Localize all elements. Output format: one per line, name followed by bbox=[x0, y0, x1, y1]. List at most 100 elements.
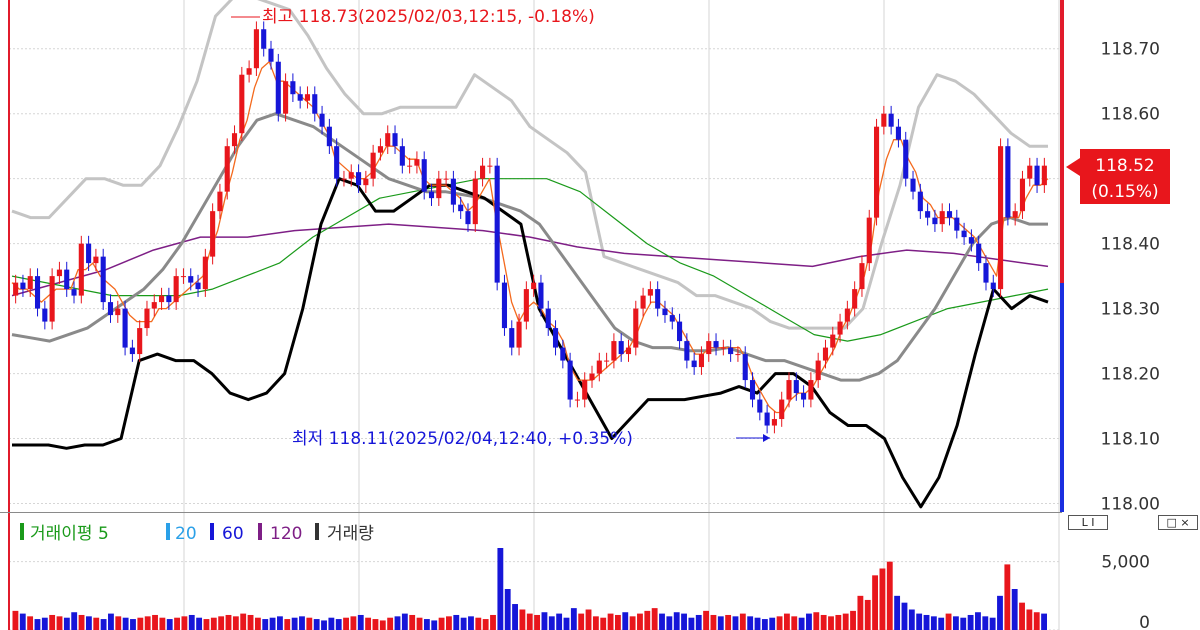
candle-body bbox=[932, 217, 938, 225]
current-price-box bbox=[1080, 149, 1170, 204]
candle-body bbox=[290, 81, 296, 95]
volume-bar bbox=[710, 614, 717, 630]
candle-body bbox=[377, 146, 383, 153]
high-annotation: 최고 118.73(2025/02/03,12:15, -0.18%) bbox=[262, 7, 595, 27]
volume-bar bbox=[431, 620, 438, 630]
candle-body bbox=[662, 308, 668, 316]
volume-bar bbox=[122, 617, 129, 630]
volume-bar bbox=[497, 548, 504, 630]
candle-body bbox=[625, 347, 632, 355]
candle-body bbox=[917, 191, 923, 212]
candle-body bbox=[560, 347, 566, 361]
candle-body bbox=[640, 295, 646, 309]
candle-body bbox=[881, 113, 887, 127]
volume-bar bbox=[747, 616, 754, 630]
candle-body bbox=[713, 341, 719, 348]
volume-bar bbox=[93, 617, 100, 630]
volume-bar bbox=[872, 575, 879, 630]
volume-bar bbox=[585, 609, 592, 630]
window-controls-button[interactable]: □ × bbox=[1158, 515, 1198, 530]
volume-bar bbox=[291, 617, 298, 630]
candle-body bbox=[509, 328, 515, 348]
candle-body bbox=[925, 211, 931, 218]
volume-bar bbox=[629, 616, 636, 630]
volume-bar bbox=[857, 595, 864, 630]
volume-bar bbox=[908, 609, 915, 630]
price-tick-label: 118.10 bbox=[1101, 430, 1160, 450]
volume-bar bbox=[519, 609, 526, 630]
candle-body bbox=[888, 113, 894, 127]
volume-bar bbox=[703, 610, 710, 630]
candle-body bbox=[895, 126, 901, 140]
candle-body bbox=[334, 146, 340, 179]
candle-body bbox=[501, 282, 508, 329]
volume-bar bbox=[681, 613, 687, 630]
legend-label-ma60: 60 bbox=[222, 524, 244, 544]
price-tick-label: 118.70 bbox=[1101, 40, 1160, 60]
candle-body bbox=[443, 178, 449, 180]
candle-body bbox=[801, 393, 807, 400]
volume-bar bbox=[828, 616, 834, 630]
candle-body bbox=[771, 419, 777, 426]
legend-label-volume: 거래량 bbox=[327, 524, 374, 544]
volume-bar bbox=[49, 614, 56, 630]
candle-body bbox=[42, 308, 48, 322]
legend-swatch-ma60 bbox=[210, 523, 214, 540]
candle-body bbox=[93, 256, 99, 264]
volume-bar bbox=[137, 617, 144, 630]
volume-bar bbox=[306, 617, 313, 630]
candle-body bbox=[582, 380, 588, 400]
candle-body bbox=[202, 256, 208, 290]
candle-body bbox=[407, 165, 413, 167]
volume-bar bbox=[343, 617, 349, 630]
line-bb_lower_black bbox=[12, 177, 1049, 509]
candle-body bbox=[596, 360, 602, 374]
volume-bar bbox=[100, 619, 107, 630]
volume-bar bbox=[1026, 609, 1033, 630]
volume-bar bbox=[945, 613, 952, 630]
volume-bar bbox=[188, 614, 195, 630]
volume-bar bbox=[27, 616, 34, 630]
candle-body bbox=[859, 263, 865, 290]
candle-body bbox=[217, 191, 223, 212]
volume-bar bbox=[453, 614, 460, 630]
volume-bar bbox=[607, 613, 614, 630]
candle-body bbox=[976, 243, 982, 264]
candle-body bbox=[1034, 165, 1040, 186]
volume-bar bbox=[850, 610, 856, 630]
candle-body bbox=[808, 380, 814, 400]
candle-body bbox=[428, 191, 435, 199]
current-price-label: 118.52 bbox=[1095, 156, 1154, 176]
volume-bar bbox=[41, 617, 48, 630]
candle-body bbox=[450, 178, 456, 205]
volume-bar bbox=[203, 619, 210, 630]
scale-toggle-button[interactable]: L I bbox=[1068, 515, 1108, 530]
price-tick-label: 118.60 bbox=[1101, 105, 1160, 125]
candle-body bbox=[326, 126, 332, 147]
volume-bar bbox=[365, 617, 372, 630]
volume-bar bbox=[997, 595, 1003, 630]
volume-bar bbox=[835, 614, 842, 630]
volume-bar bbox=[313, 619, 320, 630]
low-marker-arrow bbox=[763, 434, 770, 442]
candle-body bbox=[49, 276, 55, 322]
candle-body bbox=[297, 94, 303, 101]
candle-body bbox=[304, 94, 311, 101]
volume-bar bbox=[761, 619, 768, 630]
volume-bar bbox=[526, 613, 533, 630]
volume-bar bbox=[166, 619, 173, 630]
candle-body bbox=[283, 81, 289, 114]
volume-bar bbox=[901, 602, 908, 630]
candle-body bbox=[749, 380, 756, 400]
candle-body bbox=[531, 282, 537, 290]
candle-body bbox=[866, 217, 872, 264]
volume-bar bbox=[739, 613, 746, 630]
volume-bar bbox=[490, 614, 496, 630]
volume-bar bbox=[960, 617, 967, 630]
candle-body bbox=[487, 165, 493, 167]
volume-bar bbox=[570, 608, 577, 630]
volume-bar bbox=[401, 613, 408, 630]
volume-bar bbox=[666, 616, 673, 630]
candle-body bbox=[946, 211, 953, 218]
volume-bar bbox=[916, 613, 923, 630]
